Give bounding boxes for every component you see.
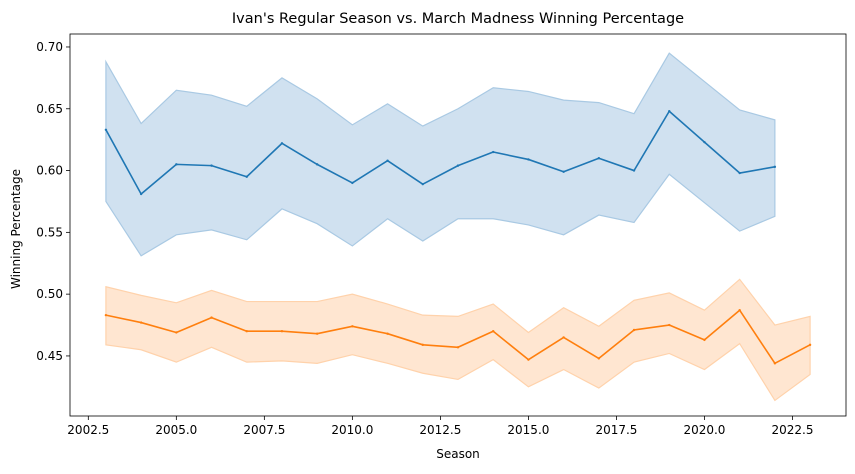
data-point: [738, 171, 741, 175]
data-point: [703, 338, 706, 342]
data-point: [527, 358, 530, 361]
data-point: [597, 157, 601, 160]
x-axis-ticks: 2002.5 2005.0 2007.5 2010.0 2012.5 2015.0 2017…: [67, 416, 813, 437]
data-point: [492, 330, 495, 333]
x-tick-label: 2005.0: [155, 423, 197, 437]
data-point: [315, 163, 319, 166]
chart-title: Ivan's Regular Season vs. March Madness …: [232, 11, 684, 27]
x-tick-label: 2015.0: [507, 423, 549, 437]
y-tick-label: 0.60: [36, 164, 63, 178]
confidence-band-1: [105, 52, 776, 257]
data-point: [386, 159, 389, 162]
series-lines: [104, 110, 812, 365]
x-tick-label: 2012.5: [419, 423, 461, 437]
data-point: [421, 343, 424, 347]
data-point: [139, 321, 143, 324]
data-point: [210, 164, 213, 167]
data-point: [632, 169, 636, 172]
data-point: [104, 313, 108, 317]
data-point: [351, 181, 354, 185]
data-point: [703, 140, 706, 144]
y-tick-label: 0.50: [36, 287, 63, 301]
data-point: [210, 316, 213, 319]
data-point: [175, 331, 178, 334]
data-point: [104, 128, 108, 131]
data-point: [808, 343, 812, 347]
data-point: [386, 332, 389, 335]
data-point: [738, 309, 741, 312]
x-tick-label: 2020.0: [683, 423, 725, 437]
x-tick-label: 2010.0: [331, 423, 373, 437]
data-point: [562, 336, 565, 339]
y-axis-label: Winning Percentage: [9, 169, 23, 289]
data-point: [175, 163, 178, 166]
data-point: [527, 158, 530, 161]
confidence-bands: [105, 52, 811, 402]
x-axis-label: Season: [436, 447, 480, 461]
data-point: [773, 165, 777, 169]
y-tick-label: 0.65: [36, 102, 63, 116]
data-point: [245, 330, 248, 333]
data-point: [245, 175, 248, 178]
data-point: [632, 328, 636, 332]
plot-frame: [69, 33, 847, 417]
data-point: [562, 170, 565, 173]
data-point: [421, 182, 424, 186]
data-point: [773, 362, 777, 365]
y-axis-ticks: 0.45 0.50 0.55 0.60 0.65 0.70: [36, 40, 70, 363]
data-point: [456, 346, 460, 349]
x-tick-label: 2002.5: [67, 423, 109, 437]
data-point: [280, 330, 284, 333]
y-tick-label: 0.70: [36, 40, 63, 54]
y-tick-label: 0.45: [36, 349, 63, 363]
y-tick-label: 0.55: [36, 225, 63, 239]
x-tick-label: 2007.5: [243, 423, 285, 437]
data-point: [315, 332, 319, 335]
data-point: [280, 142, 284, 145]
series-line-1: [105, 110, 776, 195]
data-point: [668, 323, 671, 327]
data-point: [597, 357, 601, 360]
data-point: [139, 192, 143, 196]
x-tick-label: 2022.5: [771, 423, 813, 437]
data-point: [668, 110, 671, 113]
data-point: [351, 325, 354, 328]
confidence-band-2: [105, 278, 811, 402]
data-point: [492, 150, 495, 154]
data-point: [456, 164, 460, 167]
x-tick-label: 2017.5: [595, 423, 637, 437]
